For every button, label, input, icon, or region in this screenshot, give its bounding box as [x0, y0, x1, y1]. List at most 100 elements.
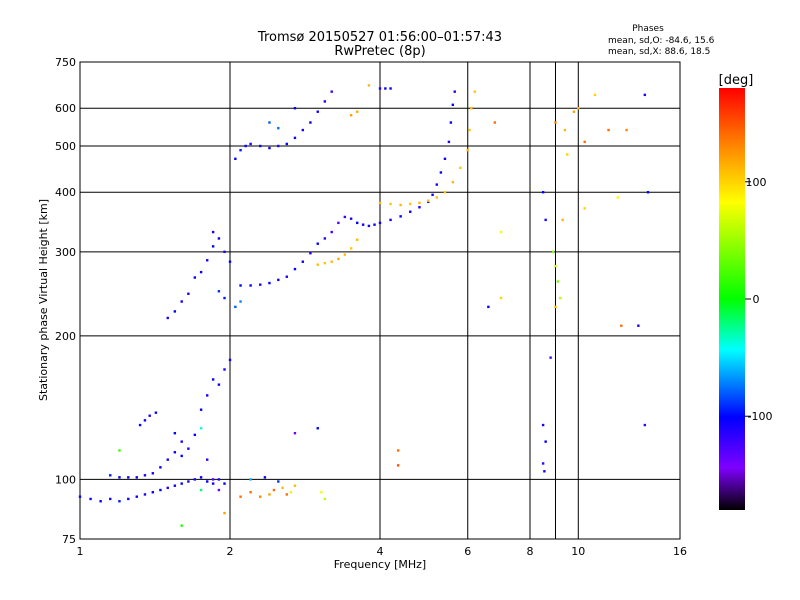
data-point — [239, 148, 242, 152]
data-point — [223, 511, 226, 515]
data-point — [349, 114, 353, 117]
data-point — [378, 201, 382, 205]
data-point — [89, 497, 92, 501]
data-point — [544, 218, 547, 222]
data-point — [427, 199, 430, 202]
data-point — [316, 263, 319, 266]
data-point — [249, 491, 252, 494]
data-point — [249, 478, 252, 481]
y-tick-label: 200 — [55, 330, 76, 343]
data-point — [205, 458, 209, 461]
data-point — [199, 427, 203, 430]
data-point — [554, 305, 557, 309]
data-point — [451, 180, 455, 184]
data-point — [544, 440, 547, 443]
data-point — [109, 497, 112, 501]
data-point — [355, 221, 359, 225]
data-point — [468, 128, 471, 132]
data-point — [389, 87, 392, 90]
data-points — [78, 84, 650, 527]
data-point — [285, 142, 288, 146]
data-point — [473, 90, 477, 93]
stats-o-line: mean, sd,O: -84.6, 15.6 — [608, 36, 715, 46]
data-point — [234, 305, 237, 309]
data-point — [367, 224, 371, 228]
colorbar-tick-label: 100 — [746, 176, 767, 189]
data-point — [217, 383, 221, 386]
colorbar-label: [deg] — [719, 73, 754, 88]
data-point — [343, 215, 347, 219]
x-tick-label: 6 — [464, 545, 471, 558]
data-point — [583, 140, 586, 144]
data-point — [620, 324, 623, 327]
data-point — [293, 431, 297, 435]
data-point — [349, 247, 353, 250]
data-point — [223, 482, 226, 485]
data-point — [244, 144, 247, 148]
data-point — [301, 128, 305, 132]
data-point — [541, 423, 545, 427]
data-point — [373, 223, 376, 226]
y-tick-label: 500 — [55, 140, 76, 153]
data-point — [211, 230, 215, 234]
data-point — [378, 221, 382, 225]
F2-trace-low — [239, 90, 456, 287]
data-point — [148, 414, 151, 417]
data-point — [151, 491, 155, 494]
x-axis-ticks: 1 2 4 6 8 10 16 — [77, 545, 688, 558]
data-point — [217, 290, 221, 293]
data-point — [223, 296, 226, 300]
data-point — [443, 191, 447, 194]
data-point — [285, 275, 288, 278]
data-point — [637, 324, 640, 327]
data-point — [293, 136, 297, 140]
data-point — [211, 378, 215, 381]
data-point — [316, 110, 319, 113]
x-tick-label: 4 — [377, 545, 384, 558]
data-point — [556, 280, 560, 283]
data-point — [99, 500, 102, 503]
data-point — [583, 207, 586, 210]
data-point — [173, 451, 177, 454]
data-point — [239, 495, 242, 498]
data-point — [223, 368, 226, 371]
data-point — [418, 201, 421, 205]
data-point — [118, 449, 121, 452]
data-point — [330, 230, 333, 234]
data-point — [154, 411, 158, 414]
data-point — [159, 488, 162, 492]
data-point — [211, 245, 215, 248]
lower-E-trace — [78, 476, 226, 503]
data-point — [409, 202, 412, 206]
data-point — [399, 215, 402, 218]
data-point — [187, 292, 190, 295]
x-tick-label: 10 — [571, 545, 585, 558]
data-point — [228, 260, 232, 263]
data-point — [399, 203, 402, 207]
data-point — [259, 144, 262, 148]
chart-title: Tromsø 20150527 01:56:00–01:57:43 — [257, 30, 502, 45]
data-point — [263, 476, 267, 479]
data-point — [293, 107, 297, 110]
colorbar-tick-label: 0 — [753, 293, 760, 306]
data-point — [384, 87, 387, 90]
y-tick-label: 600 — [55, 102, 76, 115]
data-point — [223, 250, 226, 254]
data-point — [293, 267, 297, 271]
data-point — [443, 157, 447, 161]
data-point — [205, 480, 209, 483]
data-point — [320, 491, 323, 494]
data-point — [118, 476, 121, 479]
data-point — [554, 264, 557, 268]
data-point — [217, 237, 221, 240]
data-point — [551, 250, 555, 254]
data-point — [396, 449, 400, 452]
data-point — [616, 196, 619, 199]
data-point — [173, 484, 177, 487]
data-point — [187, 447, 190, 450]
y-tick-label: 75 — [62, 533, 76, 546]
data-point — [166, 486, 169, 490]
data-point — [453, 90, 456, 93]
data-point — [646, 191, 650, 194]
data-point — [487, 305, 490, 309]
